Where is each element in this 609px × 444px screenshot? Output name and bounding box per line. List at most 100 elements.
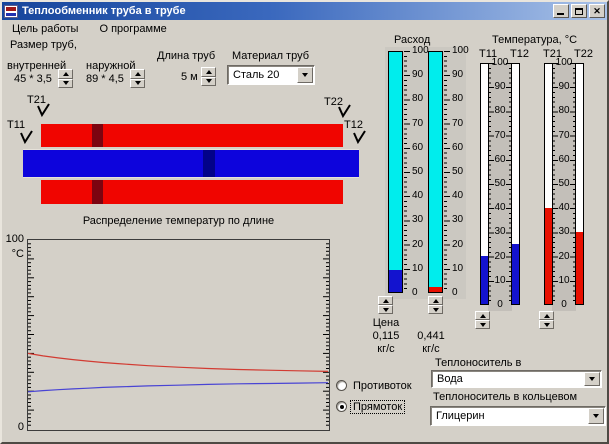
price-inner-value: 0,115	[372, 330, 400, 342]
arrow-down-icon	[62, 81, 69, 86]
temperature-distribution-chart	[27, 239, 330, 431]
thermo-tube-t12	[511, 63, 520, 305]
thermo-scale: 100 90 80 70 60 50 40 30 20 10 0	[552, 58, 576, 311]
temperature-title: Температура, °С	[492, 34, 578, 46]
spin-up-button[interactable]	[58, 69, 73, 79]
radio-circle-icon	[336, 380, 347, 391]
thermo-pair-2: T21 T22 100 90 80 70 60 50 40 30 20 10 0	[539, 48, 593, 338]
tick-marks	[404, 51, 410, 293]
minimize-button[interactable]	[553, 4, 569, 18]
pipe-length-spinner[interactable]	[201, 67, 216, 86]
app-icon	[4, 4, 18, 18]
flow-gauge-annulus-tube	[428, 51, 443, 293]
flow-gauge-inner-tube	[388, 51, 403, 293]
chevron-down-icon	[593, 414, 599, 418]
flow-annulus-spinner[interactable]	[428, 296, 443, 314]
spin-down-button[interactable]	[539, 320, 554, 329]
menu-item-goal[interactable]: Цель работы	[12, 23, 79, 35]
spin-up-button[interactable]	[539, 311, 554, 320]
chart-y-unit-label: °С	[11, 248, 24, 260]
radio-cocurrent[interactable]: Прямоток	[336, 400, 406, 414]
arrow-down-icon	[543, 322, 550, 327]
inner-pipe-band	[23, 149, 359, 178]
flow-gauge-annulus-fill	[429, 287, 442, 292]
price-inner-unit: кг/с	[377, 343, 395, 355]
thermo-label-t12: T12	[510, 48, 529, 60]
flow-title: Расход	[394, 34, 431, 46]
sensor-label-t22: T22	[324, 96, 343, 108]
spin-down-button[interactable]	[428, 305, 443, 314]
pipe-length-value: 5 м	[181, 71, 198, 83]
spin-up-button[interactable]	[475, 311, 490, 320]
inner-pipe-spinner[interactable]	[58, 69, 73, 88]
combo-value: Глицерин	[436, 410, 485, 422]
chart-title: Распределение температур по длине	[82, 215, 275, 227]
inner-baffle-stripe	[203, 150, 215, 177]
arrow-down-icon	[205, 79, 212, 84]
spin-down-button[interactable]	[130, 78, 145, 88]
spin-down-button[interactable]	[378, 305, 393, 314]
maximize-button[interactable]	[571, 4, 587, 18]
thermo-tube-t21	[544, 63, 553, 305]
price-annulus-value: 0,441	[417, 330, 445, 342]
inner-pipe-label: внутренней	[7, 60, 67, 72]
thermo-label-t22: T22	[574, 48, 593, 60]
thermo-tube-t22	[575, 63, 584, 305]
carrier-pipe-combobox[interactable]: Вода	[431, 370, 602, 388]
close-button[interactable]: ✕	[589, 4, 605, 18]
arrow-up-icon	[432, 298, 439, 303]
combo-arrow-button[interactable]	[588, 408, 604, 424]
combo-arrow-button[interactable]	[297, 67, 313, 83]
check-arrow-icon	[353, 130, 366, 144]
annulus-pipe-bottom	[41, 180, 343, 204]
combo-arrow-button[interactable]	[584, 372, 600, 386]
arrow-up-icon	[543, 313, 550, 318]
combo-value: Вода	[437, 373, 463, 385]
combo-value: Сталь 20	[233, 69, 280, 81]
spin-up-button[interactable]	[428, 296, 443, 305]
close-icon: ✕	[593, 5, 601, 16]
pipe-size-title: Размер труб,	[10, 39, 77, 51]
chevron-down-icon	[589, 377, 595, 381]
radio-circle-icon	[336, 401, 347, 412]
spin-up-button[interactable]	[378, 296, 393, 305]
radio-counterflow[interactable]: Противоток	[336, 380, 414, 392]
thermo-spinner-t21[interactable]	[539, 311, 554, 329]
spin-up-button[interactable]	[201, 67, 216, 77]
spin-down-button[interactable]	[58, 78, 73, 88]
arrow-down-icon	[382, 307, 389, 312]
tick-marks	[552, 63, 558, 305]
sensor-label-t11: T11	[7, 119, 26, 131]
check-arrow-icon	[37, 103, 50, 117]
minimize-icon	[557, 13, 564, 15]
spin-up-button[interactable]	[130, 69, 145, 79]
flow-inner-spinner[interactable]	[378, 296, 393, 314]
thermo-tube-t11	[480, 63, 489, 305]
material-label: Материал труб	[232, 50, 310, 62]
radio-label: Противоток	[353, 380, 412, 392]
material-combobox[interactable]: Сталь 20	[227, 65, 315, 85]
menubar: Цель работы О программе	[2, 20, 607, 38]
spin-down-button[interactable]	[201, 76, 216, 86]
outer-pipe-label: наружной	[86, 60, 136, 72]
carrier-annulus-label: Теплоноситель в кольцевом	[433, 391, 578, 403]
thermo-fill-t12	[512, 244, 519, 304]
pipe-length-label: Длина труб	[157, 50, 216, 62]
menu-item-about[interactable]: О программе	[99, 23, 167, 35]
price-title: Цена	[372, 317, 400, 329]
spin-down-button[interactable]	[475, 320, 490, 329]
carrier-annulus-combobox[interactable]: Глицерин	[430, 406, 606, 426]
chart-y-max-label: 100	[5, 233, 24, 245]
arrow-down-icon	[432, 307, 439, 312]
price-annulus-unit: кг/с	[422, 343, 440, 355]
flow-gauge-scale: 100 90 80 70 60 50 40 30 20 10 0	[404, 46, 429, 298]
tick-marks	[444, 51, 450, 293]
flow-gauge-scale: 100 90 80 70 60 50 40 30 20 10 0	[444, 46, 469, 298]
tick-marks	[488, 63, 494, 305]
thermo-label-t21: T21	[543, 48, 562, 60]
thermo-spinner-t11[interactable]	[475, 311, 490, 329]
thermo-fill-t11	[481, 256, 488, 304]
thermo-fill-t21	[545, 208, 552, 304]
outer-pipe-spinner[interactable]	[130, 69, 145, 88]
thermo-scale: 100 90 80 70 60 50 40 30 20 10 0	[488, 58, 512, 311]
